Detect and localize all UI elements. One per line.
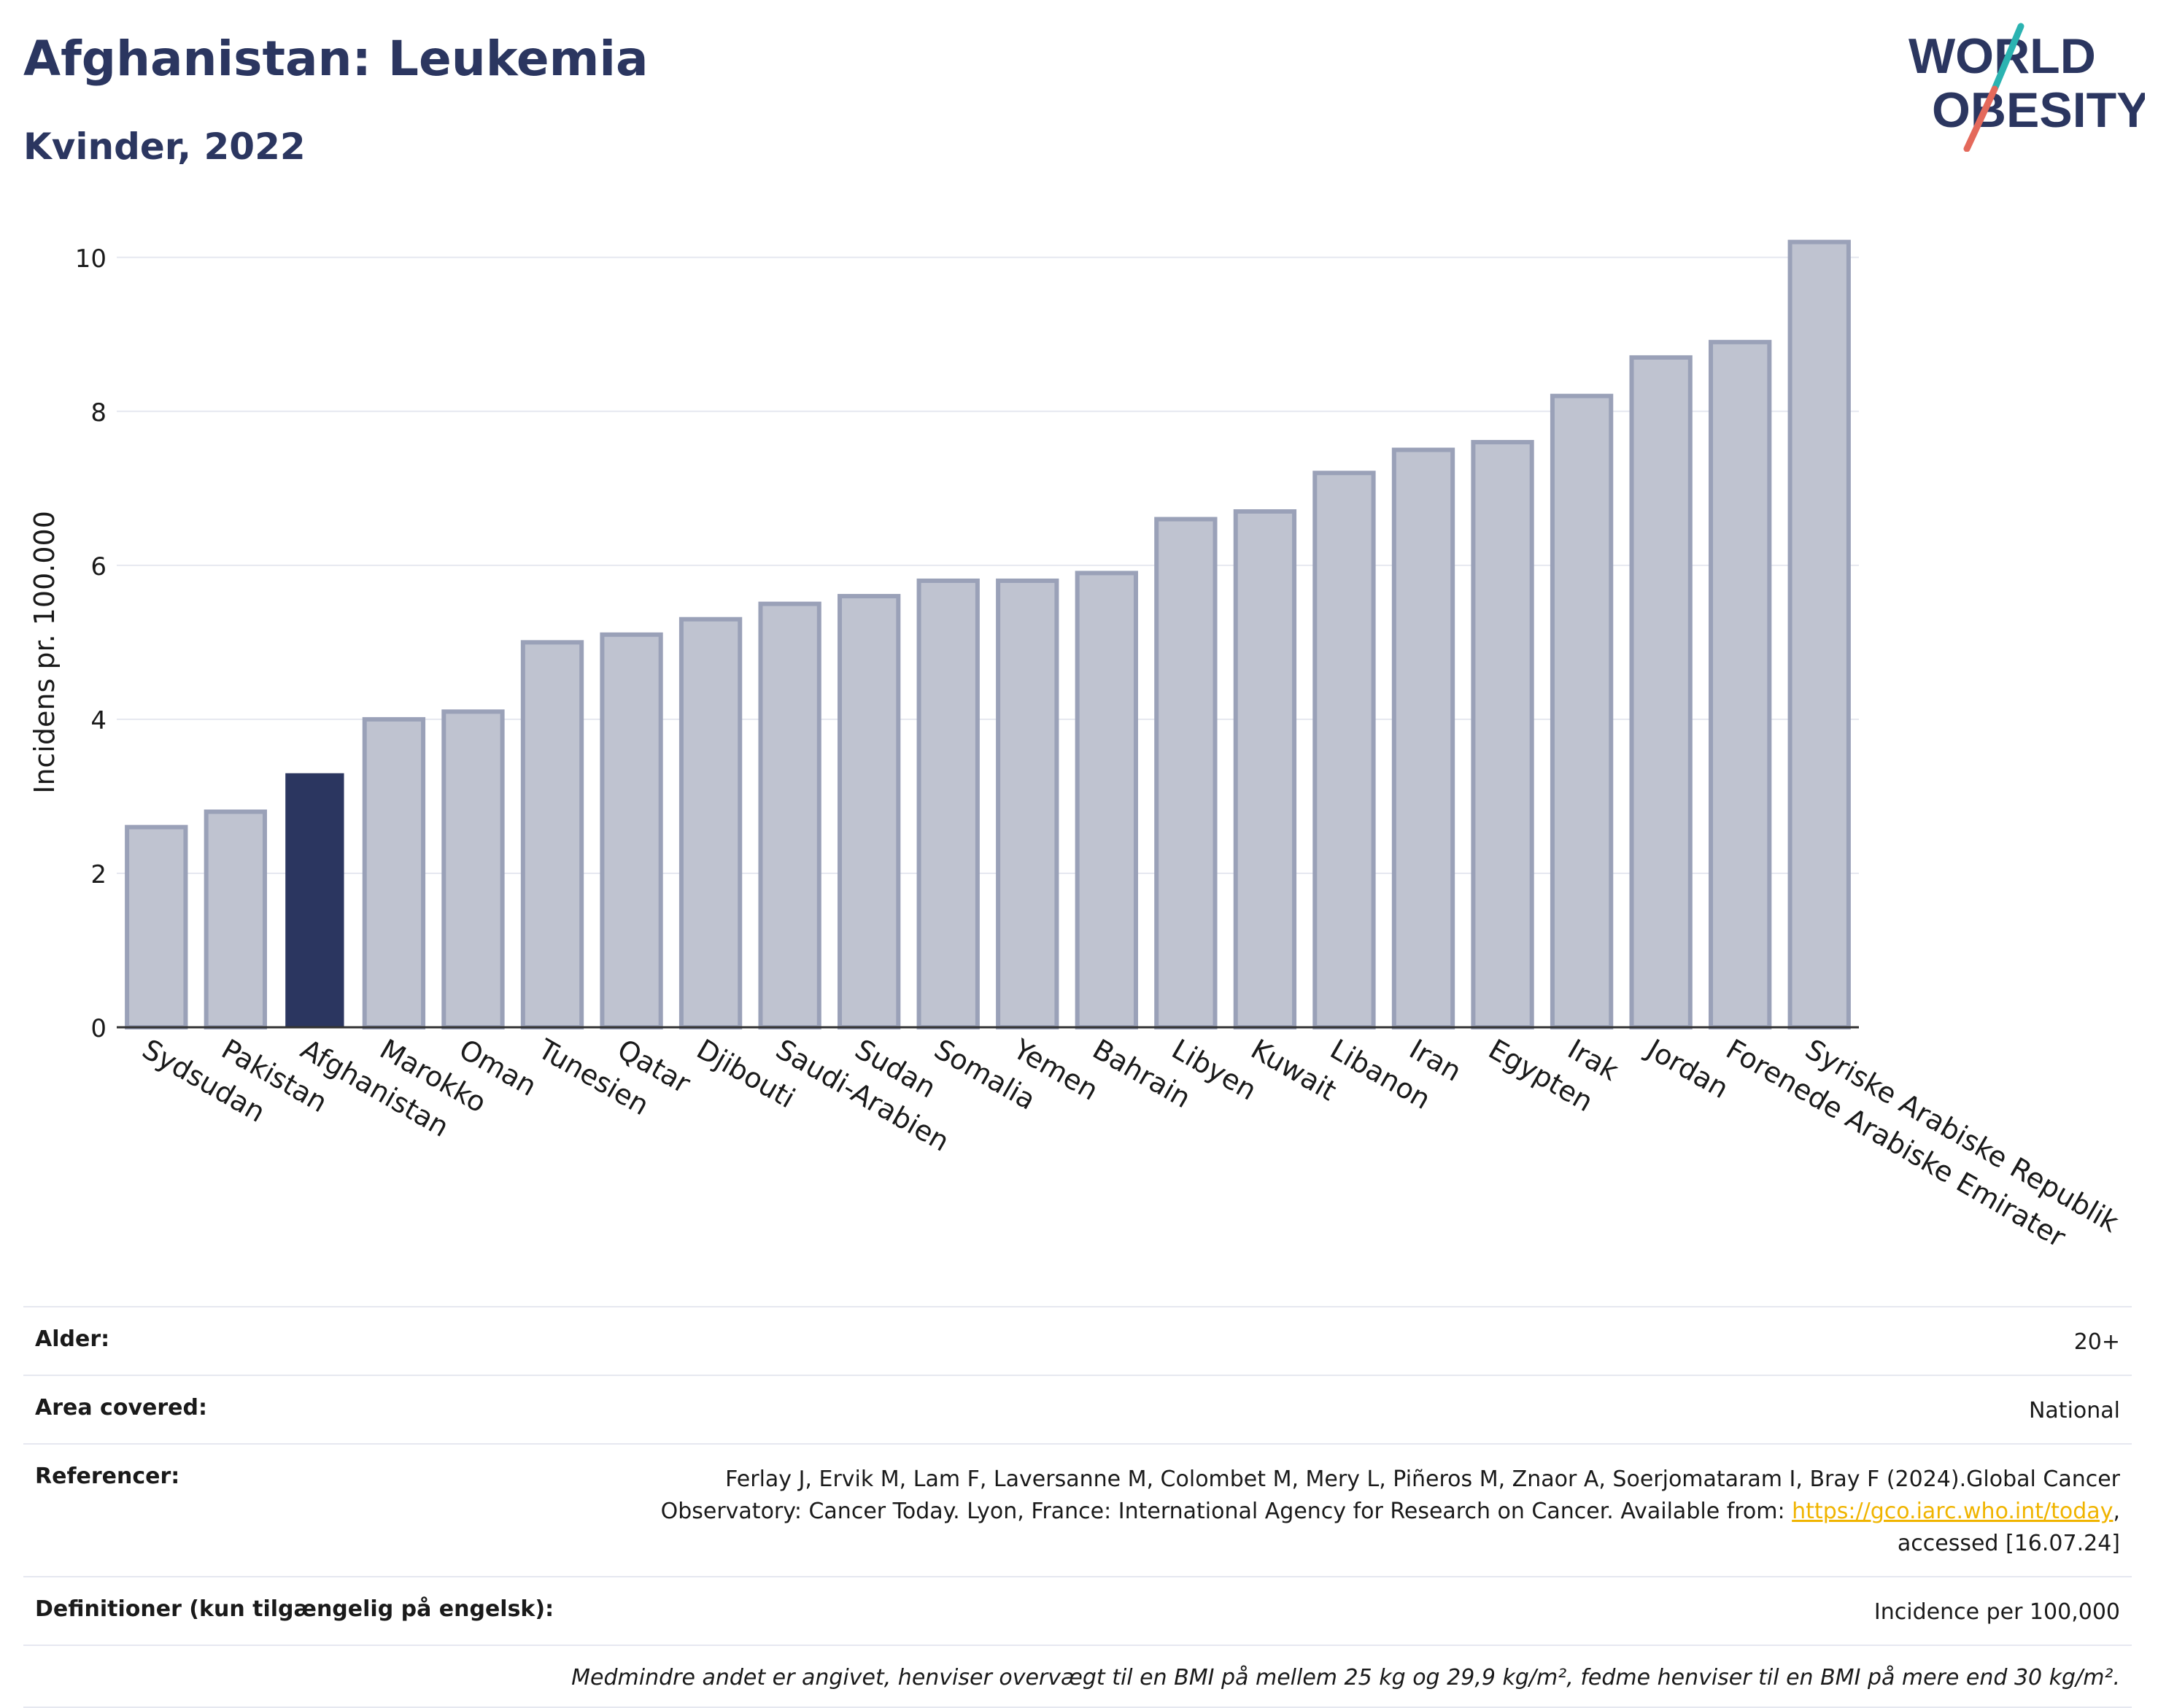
bar	[1233, 509, 1297, 1029]
x-tick-label: Forenede Arabiske Emirater	[1721, 1033, 2071, 1254]
y-tick-label: 2	[90, 860, 107, 889]
age-label: Alder:	[35, 1326, 110, 1352]
definitions-value: Incidence per 100,000	[1873, 1599, 2120, 1625]
bar	[1471, 440, 1534, 1029]
bar	[520, 640, 584, 1029]
area-value: National	[2028, 1398, 2120, 1423]
bar	[1629, 355, 1693, 1029]
bar	[758, 601, 821, 1029]
bar	[838, 594, 901, 1029]
bar	[1709, 339, 1772, 1030]
bar	[1391, 447, 1455, 1029]
y-tick-label: 6	[90, 552, 107, 581]
y-tick-label: 0	[90, 1014, 107, 1043]
page-title: Afghanistan: Leukemia	[23, 31, 649, 87]
age-value: 20+	[2073, 1329, 2120, 1355]
page-subtitle: Kvinder, 2022	[23, 125, 306, 168]
y-axis-label: Incidens pr. 100.000	[28, 511, 61, 794]
info-row-references: Referencer: Ferlay J, Ervik M, Lam F, La…	[23, 1443, 2132, 1576]
references-suffix: , accessed [16.07.24]	[1897, 1499, 2120, 1556]
y-tick-label: 8	[90, 398, 107, 428]
area-label: Area covered:	[35, 1395, 207, 1421]
y-tick-label: 4	[90, 706, 107, 735]
bar	[996, 578, 1059, 1029]
logo-text-obesity: OBESITY	[1932, 82, 2145, 138]
references-label: Referencer:	[35, 1464, 180, 1489]
logo-slash-teal	[1991, 23, 2024, 93]
info-row-definitions: Definitioner (kun tilgængelig på engelsk…	[23, 1576, 2132, 1645]
bar	[441, 709, 505, 1029]
references-value: Ferlay J, Ervik M, Lam F, Laversanne M, …	[617, 1464, 2120, 1560]
y-tick-label: 10	[75, 244, 107, 274]
info-row-age: Alder: 20+	[23, 1306, 2132, 1375]
bar	[1075, 571, 1138, 1029]
x-tick-label: Kuwait	[1245, 1033, 1342, 1108]
info-row-area: Area covered: National	[23, 1375, 2132, 1443]
x-tick-label: Jordan	[1640, 1032, 1733, 1105]
definitions-label: Definitioner (kun tilgængelig på engelsk…	[35, 1596, 554, 1622]
world-obesity-logo: WORLD OBESITY	[1908, 23, 2145, 152]
footnote: Medmindre andet er angivet, henviser ove…	[571, 1665, 2120, 1690]
logo-slash-red	[1963, 85, 1998, 152]
references-text: Ferlay J, Ervik M, Lam F, Laversanne M, …	[660, 1467, 2120, 1524]
bar	[125, 824, 188, 1029]
bar	[1550, 393, 1614, 1029]
info-row-note: Medmindre andet er angivet, henviser ove…	[23, 1645, 2132, 1708]
bar	[600, 632, 663, 1029]
bar	[678, 617, 743, 1029]
bar	[1154, 517, 1218, 1029]
info-table: Alder: 20+ Area covered: National Refere…	[23, 1306, 2132, 1708]
bar	[204, 809, 267, 1029]
bar	[1787, 239, 1851, 1030]
bar	[1312, 471, 1376, 1029]
x-tick-label: Syriske Arabiske Republik	[1800, 1033, 2124, 1239]
bar	[285, 773, 344, 1027]
bar	[362, 716, 426, 1030]
references-link[interactable]: https://gco.iarc.who.int/today	[1792, 1499, 2113, 1524]
bar	[916, 578, 980, 1029]
